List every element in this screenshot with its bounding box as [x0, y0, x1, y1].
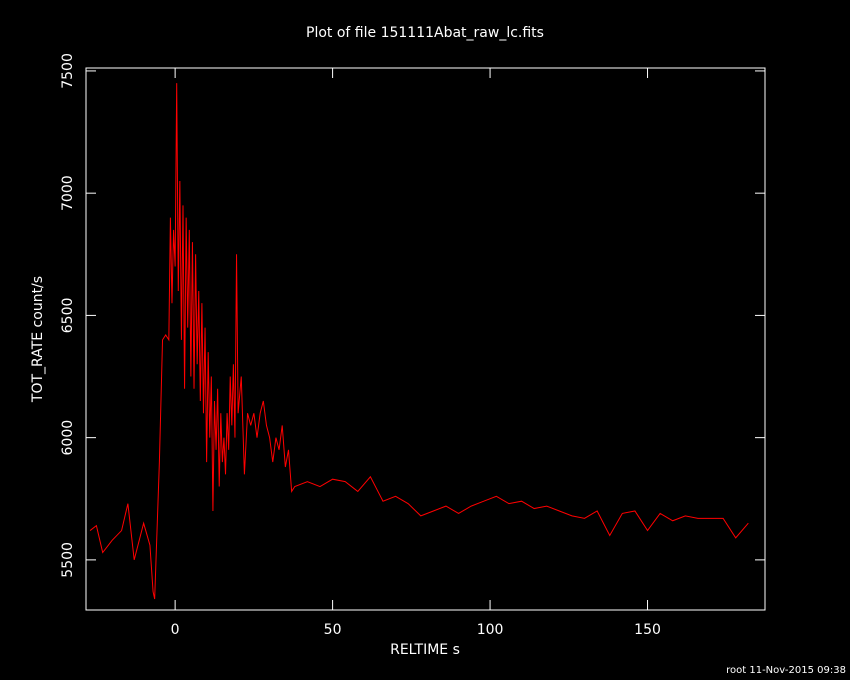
footer: root 11-Nov-2015 09:38 [726, 665, 846, 676]
x-tick-label: 150 [634, 622, 661, 638]
y-tick-label: 7500 [60, 53, 76, 89]
x-tick-label: 50 [324, 622, 342, 638]
chart-title: Plot of file 151111Abat_raw_lc.fits [306, 25, 544, 41]
x-axis-label: RELTIME s [390, 642, 460, 658]
y-tick-label: 5500 [60, 542, 76, 578]
plot-frame [85, 67, 766, 611]
x-tick-label: 100 [477, 622, 504, 638]
y-tick-label: 7000 [60, 175, 76, 211]
y-tick-label: 6500 [60, 298, 76, 334]
y-axis-label: TOT_RATE count/s [30, 276, 46, 403]
x-tick-label: 0 [171, 622, 180, 638]
y-tick-label: 6000 [60, 420, 76, 456]
data-line [89, 83, 749, 600]
